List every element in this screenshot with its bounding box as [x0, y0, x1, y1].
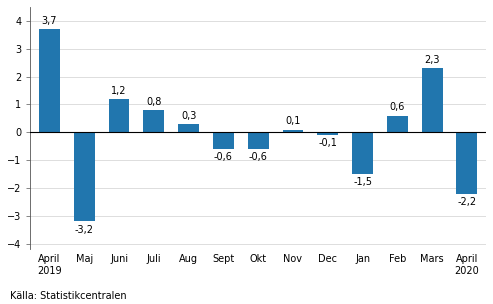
Text: -0,1: -0,1: [318, 138, 337, 148]
Text: -1,5: -1,5: [353, 178, 372, 188]
Bar: [387, 116, 408, 132]
Text: 2,3: 2,3: [424, 55, 440, 65]
Text: -3,2: -3,2: [75, 225, 94, 235]
Bar: [178, 124, 199, 132]
Text: 0,1: 0,1: [285, 116, 301, 126]
Bar: [108, 99, 130, 132]
Bar: [422, 68, 443, 132]
Bar: [213, 132, 234, 149]
Bar: [74, 132, 95, 221]
Bar: [39, 29, 60, 132]
Bar: [248, 132, 269, 149]
Text: 0,8: 0,8: [146, 97, 162, 107]
Bar: [317, 132, 338, 135]
Bar: [282, 130, 303, 132]
Text: Källa: Statistikcentralen: Källa: Statistikcentralen: [10, 291, 127, 301]
Text: 0,3: 0,3: [181, 111, 196, 121]
Bar: [457, 132, 477, 194]
Text: 0,6: 0,6: [389, 102, 405, 112]
Text: 3,7: 3,7: [42, 16, 57, 26]
Bar: [352, 132, 373, 174]
Text: -0,6: -0,6: [214, 152, 233, 162]
Text: 1,2: 1,2: [111, 85, 127, 95]
Text: -0,6: -0,6: [249, 152, 268, 162]
Text: -2,2: -2,2: [458, 197, 477, 207]
Bar: [143, 110, 164, 132]
